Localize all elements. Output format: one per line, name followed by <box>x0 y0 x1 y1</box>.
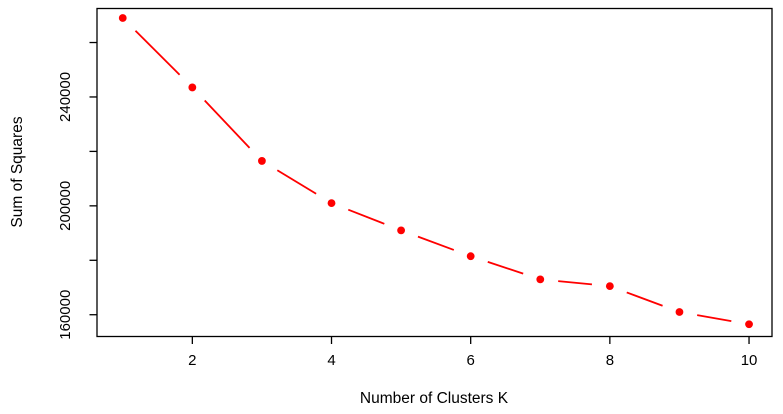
y-tick-label: 240000 <box>57 72 74 122</box>
x-axis-title: Number of Clusters K <box>360 390 509 407</box>
data-point <box>327 199 336 208</box>
plot-border-box <box>96 7 773 338</box>
data-point <box>536 275 545 284</box>
x-tick-label: 6 <box>467 352 475 369</box>
line-segment <box>697 314 732 323</box>
y-tick-label: 200000 <box>57 181 74 231</box>
line-segment <box>204 99 251 149</box>
data-points <box>118 14 753 329</box>
axis-tick-labels: 2 4 6 8 10 160000 200000 240000 <box>57 72 757 369</box>
x-tick-label: 10 <box>741 352 758 369</box>
data-point <box>605 282 614 291</box>
x-tick-label: 4 <box>327 352 335 369</box>
x-tick-label: 8 <box>606 352 614 369</box>
y-axis-title: Sum of Squares <box>9 116 26 227</box>
data-point <box>675 308 684 316</box>
y-tick-label: 160000 <box>57 290 74 340</box>
line-segment <box>276 169 317 195</box>
data-point <box>258 157 266 165</box>
line-segment <box>134 30 181 76</box>
line-segment <box>558 280 593 286</box>
data-point <box>397 226 405 235</box>
data-point <box>745 320 753 329</box>
line-segment <box>347 208 385 225</box>
axis-ticks <box>89 41 750 344</box>
line-segment <box>417 235 455 251</box>
line-segment <box>626 291 663 307</box>
data-point <box>188 83 197 92</box>
line-segment <box>487 261 524 275</box>
x-tick-label: 2 <box>188 352 196 369</box>
dashed-series-line <box>134 30 732 323</box>
data-point <box>118 14 127 22</box>
data-point <box>466 252 475 261</box>
